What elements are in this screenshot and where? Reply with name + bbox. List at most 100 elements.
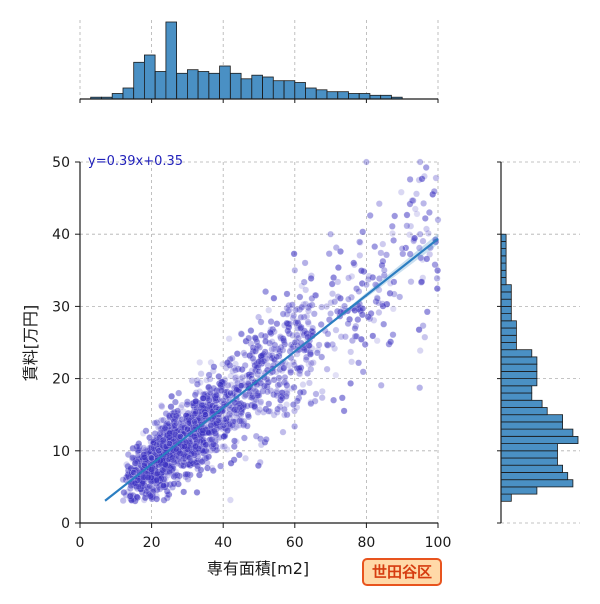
scatter-point: [290, 312, 298, 319]
scatter-point: [148, 454, 155, 462]
scatter-point: [284, 361, 292, 369]
scatter-point: [377, 381, 385, 389]
scatter-point: [146, 434, 153, 441]
scatter-point: [375, 286, 383, 294]
scatter-point: [189, 460, 197, 467]
scatter-point: [275, 352, 283, 360]
scatter-point: [201, 447, 209, 455]
scatter-point: [242, 454, 249, 462]
scatter-point: [262, 337, 269, 345]
scatter-point: [379, 240, 387, 248]
scatter-point: [123, 461, 130, 468]
scatter-point: [203, 376, 210, 384]
scatter-point: [373, 294, 381, 301]
scatter-point: [200, 394, 207, 402]
scatter-point: [196, 442, 203, 450]
scatter-point: [334, 307, 341, 315]
scatter-point: [265, 378, 272, 386]
scatter-point: [329, 290, 336, 298]
scatter-point: [123, 473, 130, 481]
scatter-point: [374, 295, 381, 302]
scatter-point: [238, 330, 245, 338]
scatter-point: [347, 348, 355, 356]
scatter-point: [348, 273, 356, 280]
scatter-point: [350, 259, 358, 267]
scatter-point: [165, 456, 173, 464]
scatter-point: [254, 342, 262, 350]
scatter-point: [187, 457, 195, 465]
scatter-point: [174, 475, 181, 483]
scatter-point: [406, 176, 414, 183]
scatter-point: [264, 376, 271, 383]
scatter-point: [220, 433, 228, 440]
scatter-point: [221, 413, 228, 420]
scatter-point: [430, 188, 438, 195]
scatter-point: [139, 429, 147, 437]
scatter-point: [192, 436, 199, 443]
y-histogram-bar: [500, 479, 574, 488]
scatter-point: [206, 436, 214, 443]
scatter-point: [248, 394, 256, 401]
scatter-point: [363, 158, 370, 166]
scatter-point: [251, 334, 259, 342]
scatter-point: [181, 442, 188, 450]
y-histogram-bar: [500, 327, 517, 336]
scatter-point: [330, 396, 337, 404]
scatter-point: [157, 443, 164, 451]
scatter-point: [416, 230, 424, 238]
scatter-point: [130, 469, 138, 476]
scatter-point: [232, 360, 239, 368]
scatter-point: [293, 318, 301, 325]
y-histogram-bar: [500, 392, 533, 401]
scatter-point: [158, 427, 166, 435]
scatter-point: [158, 439, 166, 447]
scatter-point: [197, 370, 205, 378]
x-histogram-bar: [272, 80, 285, 100]
x-histogram-bar: [305, 87, 317, 100]
scatter-point: [196, 438, 204, 445]
scatter-point: [159, 466, 166, 474]
scatter-point: [318, 388, 326, 395]
x-histogram-bar: [219, 65, 231, 100]
scatter-point: [421, 333, 429, 341]
y-histogram-bar: [500, 421, 563, 430]
scatter-point: [190, 433, 198, 441]
scatter-point: [141, 461, 148, 469]
scatter-point: [240, 349, 248, 357]
scatter-point: [302, 356, 310, 363]
scatter-point: [282, 392, 290, 400]
scatter-point: [416, 384, 424, 392]
scatter-point: [337, 248, 344, 255]
y-histogram-bar: [500, 363, 538, 372]
scatter-point: [284, 327, 292, 335]
scatter-point: [311, 397, 319, 405]
scatter-point: [297, 324, 304, 332]
scatter-point: [370, 316, 378, 324]
scatter-point: [359, 368, 367, 376]
scatter-point: [201, 411, 209, 419]
x-histogram-bar: [197, 71, 210, 100]
top-histogram-bars: [90, 21, 403, 100]
scatter-point: [434, 216, 442, 224]
scatter-point: [309, 324, 317, 332]
scatter-point: [257, 435, 264, 443]
scatter-point: [126, 492, 134, 500]
scatter-point: [258, 331, 265, 339]
scatter-point: [160, 416, 167, 424]
scatter-point: [173, 419, 180, 427]
regression-line-group: [104, 238, 439, 502]
scatter-point: [192, 398, 199, 405]
scatter-point: [268, 338, 276, 346]
scatter-point: [318, 394, 326, 402]
scatter-point: [359, 228, 367, 236]
scatter-point: [251, 387, 259, 394]
scatter-point: [375, 200, 383, 208]
y-histogram-bar: [500, 486, 538, 495]
scatter-point: [151, 430, 159, 437]
x-tick-label: 80: [357, 535, 375, 551]
x-tick-label: 100: [425, 535, 452, 551]
scatter-point: [295, 365, 303, 372]
scatter-point: [301, 345, 308, 353]
scatter-point: [305, 342, 313, 349]
scatter-point: [265, 400, 273, 408]
